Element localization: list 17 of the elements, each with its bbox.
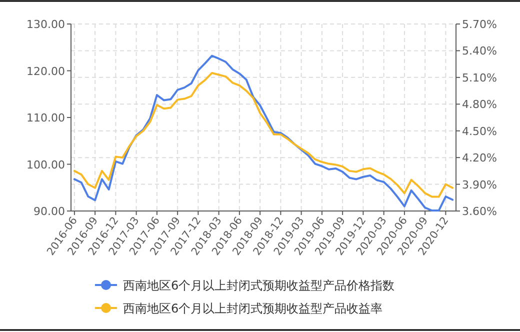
legend-label: 西南地区6个月以上封闭式预期收益型产品收益率 xyxy=(123,302,383,316)
y-tick-label: 130.00 xyxy=(26,18,65,31)
y-tick-label: 90.00 xyxy=(34,205,65,218)
y2-tick-label: 5.10% xyxy=(462,71,497,84)
line-series xyxy=(73,54,454,212)
y2-tick-label: 4.50% xyxy=(462,124,497,138)
legend-label: 西南地区6个月以上封闭式预期收益型产品价格指数 xyxy=(123,278,395,292)
y2-tick-label: 5.70% xyxy=(462,18,497,31)
y-tick-label: 120.00 xyxy=(26,64,65,78)
y2-tick-label: 3.90% xyxy=(462,178,497,192)
line-series xyxy=(73,72,454,198)
y2-tick-label: 3.60% xyxy=(462,205,497,218)
y2-tick-label: 5.40% xyxy=(462,44,497,58)
y-tick-label: 110.00 xyxy=(26,112,65,124)
y2-tick-label: 4.80% xyxy=(462,98,497,112)
y-tick-label: 100.00 xyxy=(26,158,65,172)
y2-tick-label: 4.20% xyxy=(462,152,497,165)
